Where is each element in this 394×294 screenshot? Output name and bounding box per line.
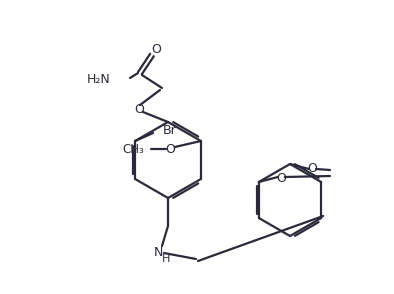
Text: H₂N: H₂N (86, 73, 110, 86)
Text: O: O (134, 103, 144, 116)
Text: O: O (307, 161, 317, 175)
Text: O: O (151, 43, 161, 56)
Text: H: H (162, 254, 170, 264)
Text: CH₃: CH₃ (122, 143, 144, 156)
Text: O: O (276, 171, 286, 185)
Text: N: N (153, 246, 163, 260)
Text: Br: Br (163, 123, 177, 136)
Text: O: O (165, 143, 175, 156)
